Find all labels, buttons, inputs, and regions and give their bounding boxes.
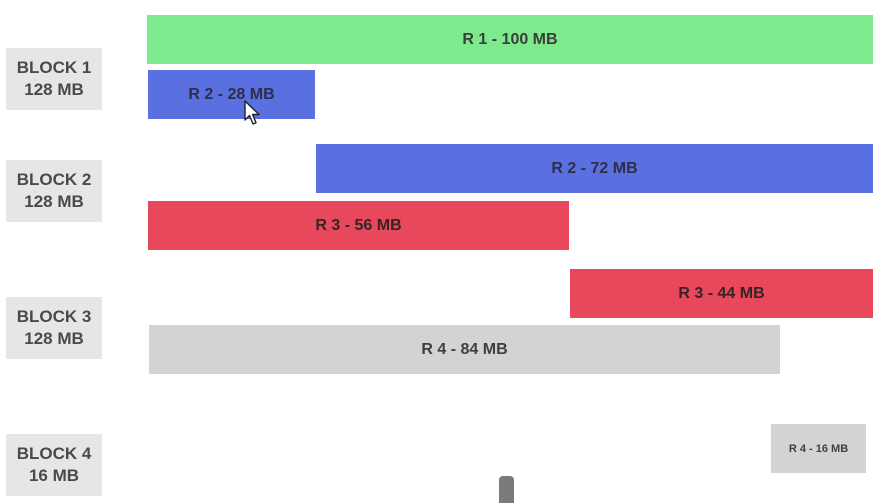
block-3-label: BLOCK 3 128 MB (6, 297, 102, 359)
record-r3-44mb-bar: R 3 - 44 MB (570, 269, 873, 318)
block-1-size: 128 MB (24, 80, 84, 99)
block-4-size: 16 MB (28, 466, 80, 485)
block-4-name: BLOCK 4 (16, 444, 92, 463)
record-r2-72mb-bar: R 2 - 72 MB (316, 144, 873, 193)
block-3-size: 128 MB (24, 329, 84, 348)
record-r1-100mb-bar: R 1 - 100 MB (147, 15, 873, 64)
block-2-size: 128 MB (24, 192, 84, 211)
block-2-name: BLOCK 2 (16, 170, 92, 189)
scroll-handle[interactable] (499, 476, 514, 503)
record-r4-16mb-bar: R 4 - 16 MB (771, 424, 866, 473)
mouse-pointer-icon (244, 100, 260, 125)
record-r2-28mb-bar: R 2 - 28 MB (148, 70, 315, 119)
block-2-label: BLOCK 2 128 MB (6, 160, 102, 222)
block-1-label: BLOCK 1 128 MB (6, 48, 102, 110)
record-r3-56mb-bar: R 3 - 56 MB (148, 201, 569, 250)
block-4-label: BLOCK 4 16 MB (6, 434, 102, 496)
block-3-name: BLOCK 3 (16, 307, 92, 326)
block-1-name: BLOCK 1 (16, 58, 92, 77)
record-r4-84mb-bar: R 4 - 84 MB (149, 325, 780, 374)
